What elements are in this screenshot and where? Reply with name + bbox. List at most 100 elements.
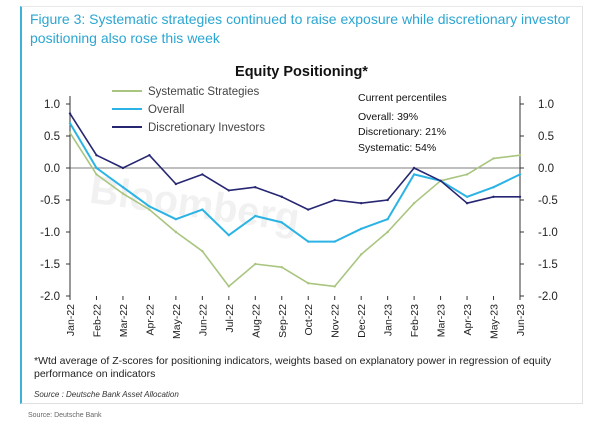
series-point-systematic	[492, 157, 495, 160]
y-tick-label-left: 0.5	[44, 131, 60, 143]
series-point-discretionary	[518, 195, 522, 198]
figure-frame	[20, 6, 583, 404]
series-point-overall	[121, 186, 125, 189]
series-point-systematic	[333, 285, 336, 288]
series-point-discretionary	[492, 195, 495, 198]
x-tick-label: Dec-22	[356, 304, 368, 338]
series-line-overall	[69, 122, 521, 243]
series-point-overall	[254, 214, 257, 218]
y-tick-label-left: 1.0	[44, 99, 60, 111]
series-point-discretionary	[68, 112, 72, 115]
series-point-overall	[280, 221, 283, 224]
chart-series-lines	[68, 112, 522, 288]
series-line-discretionary	[69, 113, 520, 211]
series-point-overall	[333, 240, 336, 243]
series-point-discretionary	[148, 154, 151, 157]
percentile-discretionary: Discretionary: 21%	[358, 126, 446, 138]
chart-area: Bloomberg 1.0 1.0 0.5 0.5 0.0 0.0 -0.5 -0.5 -1.0…	[40, 86, 558, 339]
series-point-overall	[68, 122, 72, 125]
y-tick-label-left: -1.5	[40, 259, 60, 271]
series-point-systematic	[254, 262, 257, 266]
figure-title: Figure 3: Systematic strategies continue…	[30, 11, 571, 46]
series-point-discretionary	[307, 208, 310, 211]
series-point-overall	[174, 218, 178, 221]
series-point-systematic	[174, 230, 178, 234]
x-tick-label: Apr-22	[144, 304, 156, 336]
chart-axes: 1.0 1.0 0.5 0.5 0.0 0.0 -0.5 -0.5 -1.0 -1.0 -1.5 -1…	[40, 96, 558, 339]
x-tick-label: Sep-22	[277, 304, 289, 338]
x-tick-label: Jul-22	[224, 304, 236, 333]
percentile-systematic: Systematic: 54%	[358, 142, 436, 154]
y-tick-label-right: -0.5	[538, 195, 558, 207]
y-tick-label-left: 0.0	[44, 163, 60, 175]
percentile-overall: Overall: 39%	[358, 111, 418, 123]
x-tick-label: Jan-22	[65, 304, 77, 336]
x-tick-label: Apr-23	[462, 304, 474, 336]
series-point-systematic	[95, 173, 98, 176]
series-point-systematic	[412, 202, 416, 205]
series-point-overall	[412, 173, 416, 176]
chart-footnote: *Wtd average of Z-scores for positioning…	[34, 355, 552, 380]
y-tick-label-right: -1.0	[538, 227, 558, 239]
series-point-discretionary	[386, 198, 389, 202]
x-tick-label: May-23	[489, 304, 501, 339]
percentiles-box: Current percentiles Overall: 39% Discret…	[358, 92, 447, 154]
x-tick-label: Jun-22	[197, 304, 209, 336]
series-point-systematic	[359, 253, 363, 256]
series-point-systematic	[121, 192, 125, 195]
series-point-discretionary	[227, 189, 231, 192]
series-point-overall	[201, 208, 204, 211]
series-point-overall	[148, 205, 151, 208]
series-point-overall	[386, 218, 389, 221]
series-point-overall	[307, 240, 310, 243]
series-point-systematic	[518, 154, 522, 157]
series-point-discretionary	[121, 166, 125, 170]
series-point-systematic	[307, 282, 310, 285]
series-point-systematic	[201, 250, 204, 253]
y-tick-label-left: -0.5	[40, 195, 60, 207]
series-point-overall	[95, 166, 98, 170]
x-tick-label: Mar-22	[118, 304, 130, 337]
y-tick-label-right: -1.5	[538, 259, 558, 271]
legend-label-overall: Overall	[148, 104, 184, 116]
series-point-systematic	[465, 173, 469, 176]
series-point-systematic	[68, 131, 72, 134]
series-point-systematic	[280, 266, 283, 269]
y-tick-label-right: 1.0	[538, 99, 554, 111]
x-tick-label: Feb-22	[91, 304, 103, 337]
series-point-systematic	[148, 208, 151, 211]
y-tick-label-right: 0.5	[538, 131, 554, 143]
x-tick-label: Oct-22	[303, 304, 315, 336]
x-tick-label: May-22	[171, 304, 183, 339]
source-inner: Source : Deutsche Bank Asset Allocation	[34, 390, 179, 399]
series-point-overall	[518, 173, 522, 176]
series-point-discretionary	[95, 154, 98, 157]
series-point-discretionary	[439, 179, 442, 182]
chart-title: Equity Positioning*	[235, 64, 368, 80]
series-point-systematic	[386, 230, 389, 234]
series-point-discretionary	[333, 198, 336, 202]
source-outer: Source: Deutsche Bank	[28, 412, 102, 419]
series-point-discretionary	[174, 182, 178, 186]
y-tick-label-right: -2.0	[538, 291, 558, 303]
watermark-text: Bloomberg	[87, 168, 302, 241]
x-tick-label: Mar-23	[436, 304, 448, 337]
series-point-discretionary	[201, 173, 204, 176]
legend-label-systematic: Systematic Strategies	[148, 86, 259, 98]
series-line-systematic	[69, 132, 521, 288]
series-point-discretionary	[280, 195, 283, 198]
series-point-systematic	[227, 285, 231, 288]
series-point-overall	[359, 227, 363, 230]
y-tick-label-left: -2.0	[40, 291, 60, 303]
series-point-discretionary	[359, 202, 363, 205]
percentiles-header: Current percentiles	[358, 92, 447, 104]
x-tick-label: Feb-23	[409, 304, 421, 337]
x-tick-label: Jan-23	[383, 304, 395, 336]
x-tick-label: Nov-22	[330, 304, 342, 338]
x-tick-label: Aug-22	[250, 304, 262, 338]
x-tick-label: Jun-23	[515, 304, 527, 336]
series-point-discretionary	[254, 186, 257, 189]
series-point-overall	[465, 195, 469, 198]
legend-label-discretionary: Discretionary Investors	[148, 122, 265, 134]
y-tick-label-left: -1.0	[40, 227, 60, 239]
